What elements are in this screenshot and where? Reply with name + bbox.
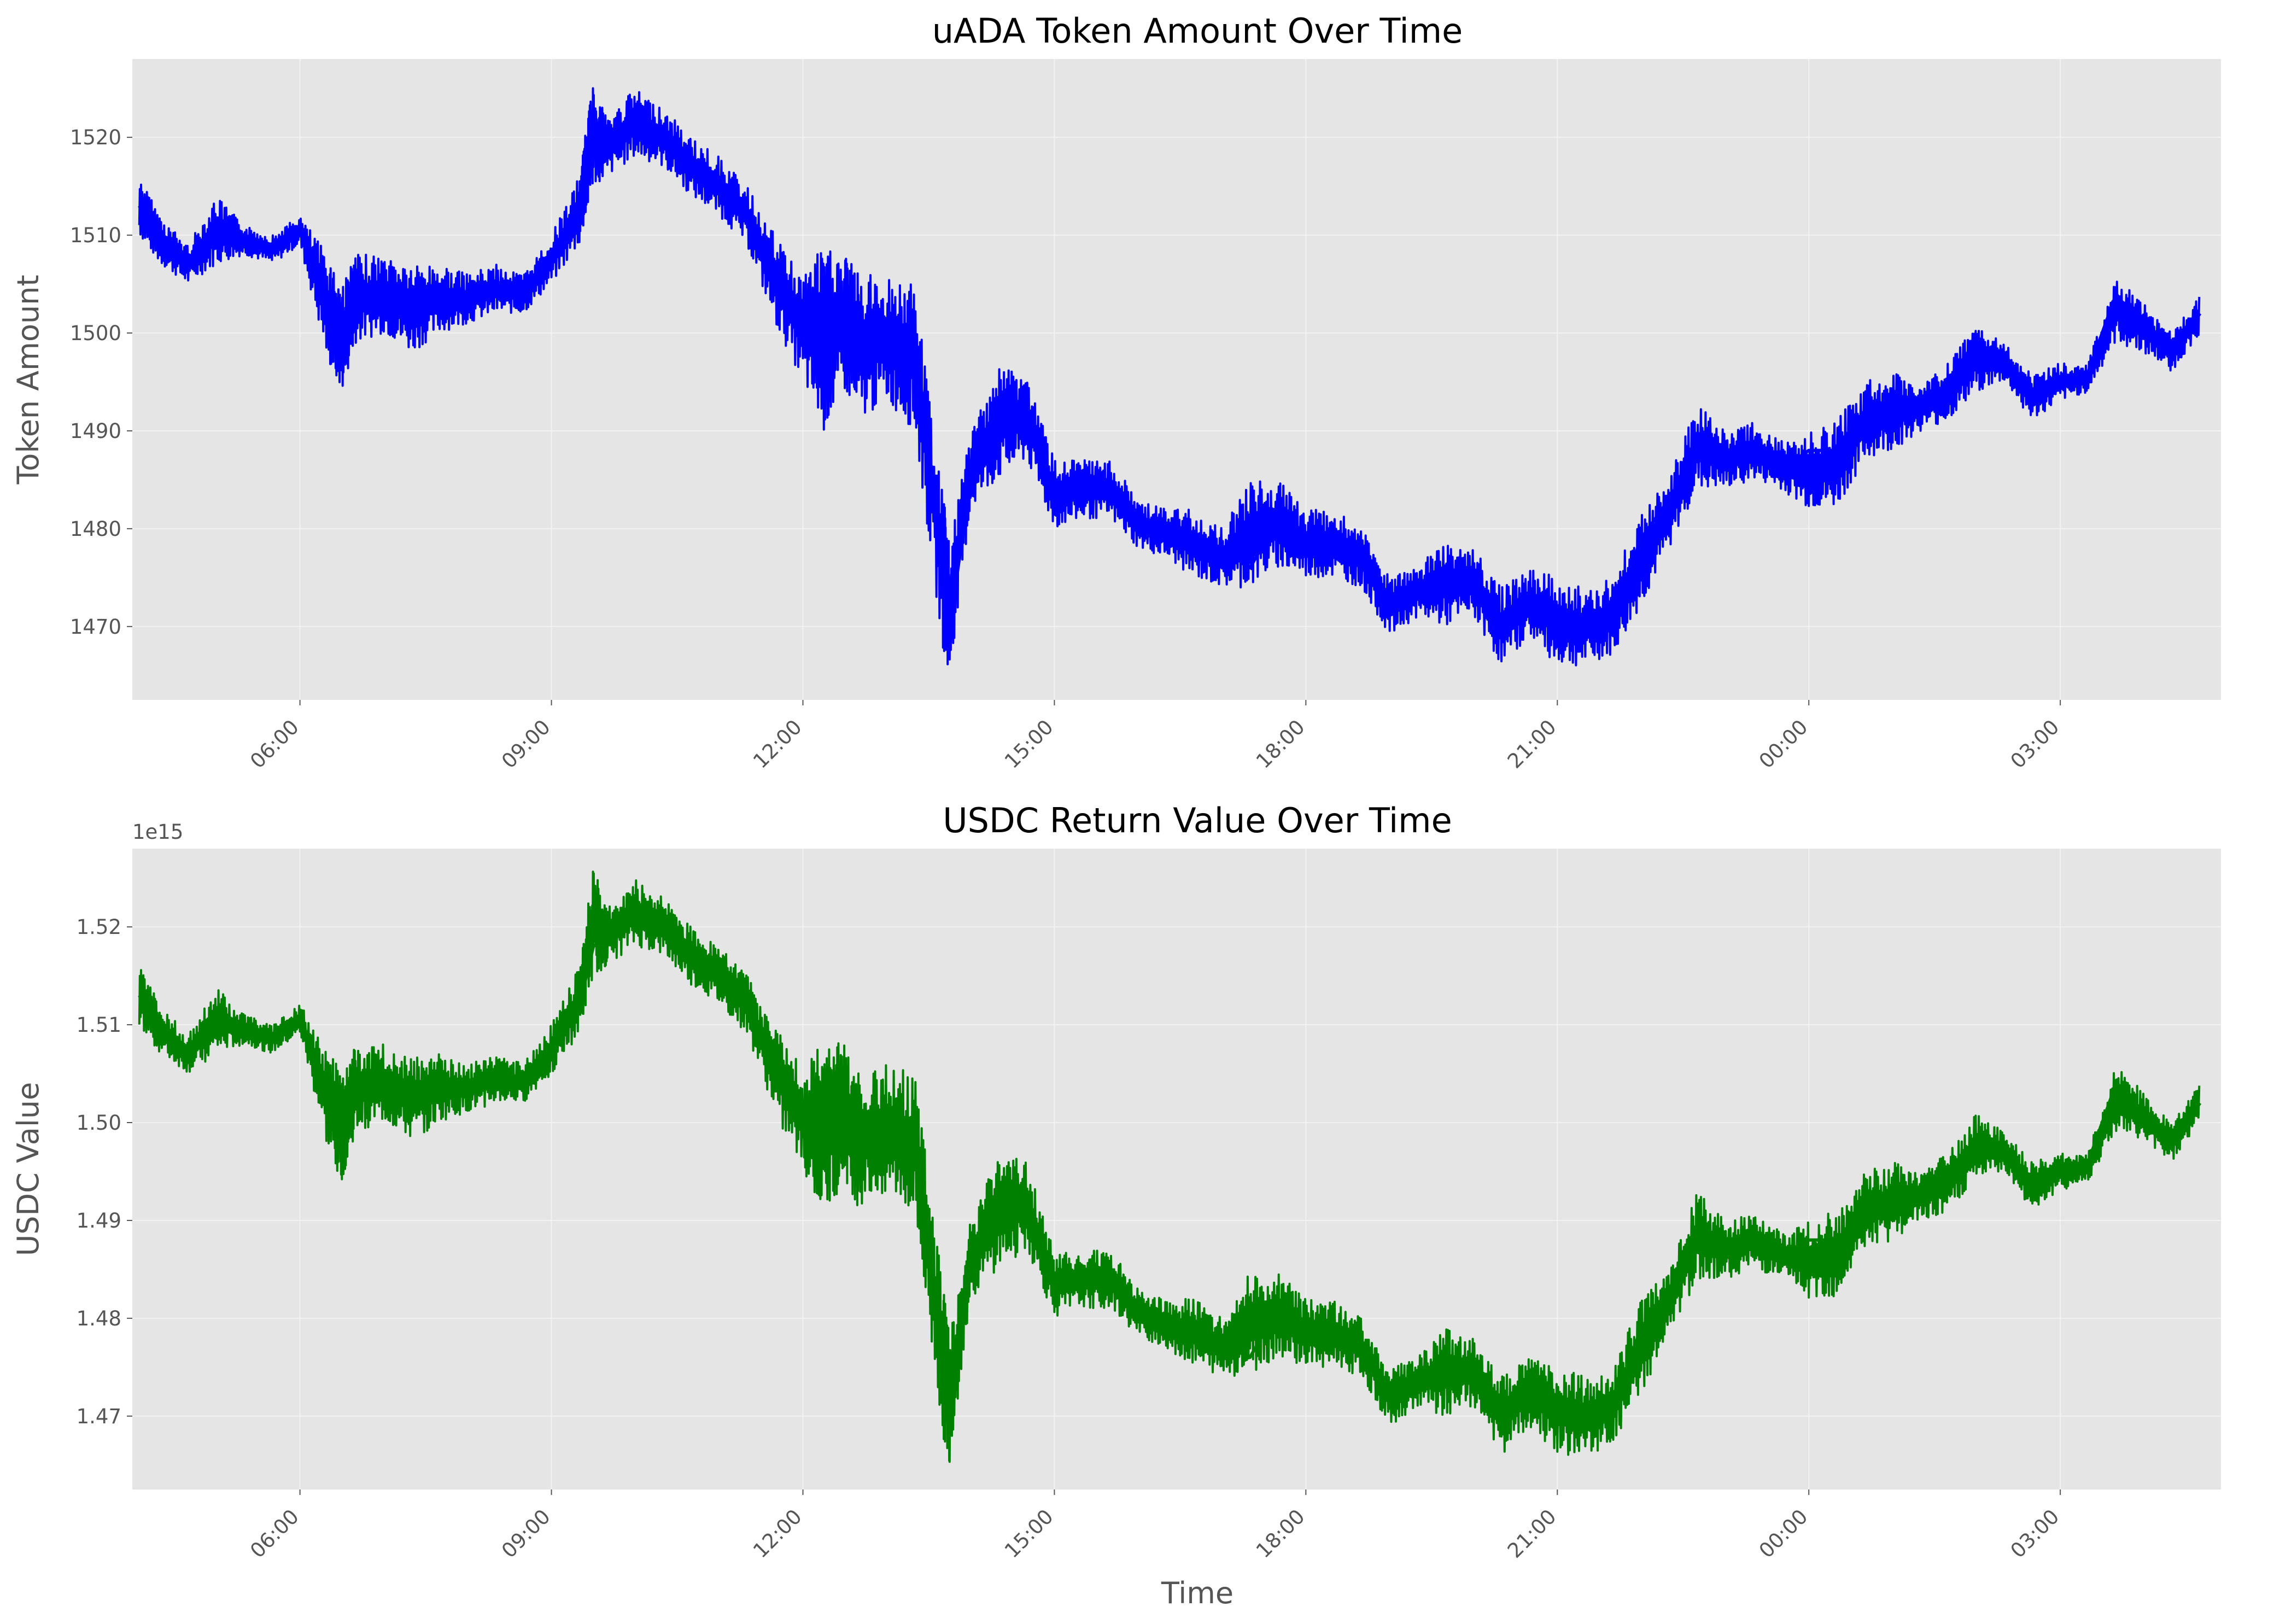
y-tick-label: 1500 <box>70 322 121 345</box>
series-band <box>138 871 2201 1463</box>
series-token-amount <box>138 87 2202 667</box>
chart-token-amount: uADA Token Amount Over Time 06:00 09:00 12… <box>11 11 2221 773</box>
series-line <box>138 906 2202 1418</box>
series-usdc-value <box>138 871 2202 1463</box>
y-tick-label: 1.51 <box>77 1013 121 1037</box>
x-axis-label: Time <box>1161 1576 1233 1610</box>
y-axis-label: Token Amount <box>11 274 45 484</box>
y-axis-offset-label: 1e15 <box>132 820 183 844</box>
y-tick-label: 1.48 <box>77 1307 121 1330</box>
y-tick-label: 1.50 <box>77 1111 121 1135</box>
series-line <box>138 116 2202 628</box>
plot-area <box>132 849 2221 1489</box>
chart-title: uADA Token Amount Over Time <box>932 11 1463 51</box>
chart-usdc-value: USDC Return Value Over Time 06:00 09:00 12… <box>11 801 2221 1610</box>
y-tick-label: 1.52 <box>77 915 121 939</box>
y-tick-label: 1510 <box>70 224 121 247</box>
y-tick-label: 1.47 <box>77 1405 121 1428</box>
y-tick-label: 1480 <box>70 517 121 541</box>
y-axis-ticks: 1.47 1.48 1.49 1.50 1.51 1.52 <box>77 915 132 1428</box>
y-axis-ticks: 1470 1480 1490 1500 1510 1520 <box>70 126 132 639</box>
y-tick-label: 1470 <box>70 615 121 639</box>
y-tick-label: 1520 <box>70 126 121 149</box>
y-tick-label: 1490 <box>70 419 121 443</box>
y-tick-label: 1.49 <box>77 1209 121 1232</box>
grid <box>132 849 2221 1489</box>
plot-area <box>132 59 2221 700</box>
y-axis-label: USDC Value <box>11 1082 45 1257</box>
chart-title: USDC Return Value Over Time <box>943 801 1452 840</box>
